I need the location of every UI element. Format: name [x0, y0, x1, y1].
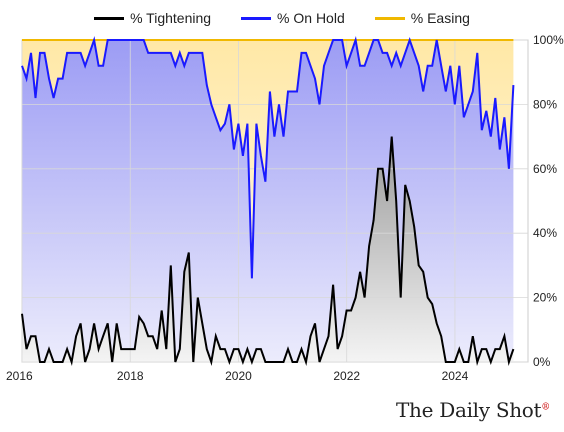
y-tick-label: 20%	[533, 291, 557, 305]
y-tick-label: 40%	[533, 226, 557, 240]
brand-name: The Daily Shot	[396, 398, 542, 422]
legend-swatch-easing	[374, 16, 405, 20]
area-tightening	[22, 136, 514, 362]
x-tick-label: 2024	[442, 369, 469, 383]
legend-label-on-hold: % On Hold	[277, 10, 345, 26]
x-tick-label: 2022	[333, 369, 360, 383]
legend-swatch-on-hold	[241, 16, 272, 20]
legend-item-easing[interactable]: % Easing	[374, 10, 470, 26]
y-tick-label: 0%	[533, 355, 551, 369]
area-easing	[22, 40, 514, 279]
legend-item-on-hold[interactable]: % On Hold	[241, 10, 345, 26]
x-tick-label: 2016	[6, 369, 33, 383]
brand-logo: The Daily Shot®	[396, 398, 550, 422]
x-tick-label: 2018	[117, 369, 144, 383]
legend-swatch-tightening	[94, 16, 125, 20]
y-tick-label: 60%	[533, 162, 557, 176]
legend-label-easing: % Easing	[410, 10, 470, 26]
y-tick-label: 100%	[533, 33, 564, 47]
area-on-hold	[22, 40, 514, 362]
y-tick-label: 80%	[533, 97, 557, 111]
legend-item-tightening[interactable]: % Tightening	[94, 10, 211, 26]
brand-mark: ®	[541, 402, 550, 413]
legend: % Tightening % On Hold % Easing	[0, 10, 564, 26]
x-tick-label: 2020	[225, 369, 252, 383]
series-line-on-hold	[21, 36, 515, 279]
series-line-tightening	[21, 136, 515, 366]
legend-label-tightening: % Tightening	[130, 10, 212, 26]
